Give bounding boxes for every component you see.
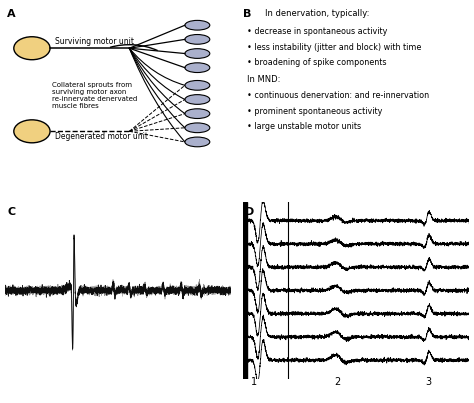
FancyArrowPatch shape (129, 48, 185, 114)
Text: Collateral sprouts from
surviving motor axon
re-innervate denervated
muscle fibr: Collateral sprouts from surviving motor … (52, 82, 137, 109)
Ellipse shape (185, 95, 210, 104)
Bar (243, 202, 247, 379)
Ellipse shape (185, 109, 210, 118)
Text: • continuous denervation: and re-innervation: • continuous denervation: and re-innerva… (247, 91, 429, 100)
FancyArrowPatch shape (129, 48, 185, 142)
Ellipse shape (14, 37, 50, 60)
Ellipse shape (185, 63, 210, 73)
Text: • large unstable motor units: • large unstable motor units (247, 122, 361, 131)
Ellipse shape (185, 137, 210, 147)
Text: • broadening of spike components: • broadening of spike components (247, 58, 387, 67)
Ellipse shape (185, 21, 210, 30)
Text: • decrease in spontaneous activity: • decrease in spontaneous activity (247, 27, 388, 36)
FancyArrowPatch shape (129, 48, 185, 128)
Text: C: C (7, 207, 15, 217)
Text: Surviving motor unit: Surviving motor unit (55, 37, 134, 46)
Text: 3: 3 (425, 377, 431, 387)
Text: 1: 1 (251, 377, 257, 387)
Text: B: B (243, 9, 251, 19)
Text: In MND:: In MND: (247, 75, 281, 85)
Text: D: D (245, 207, 254, 217)
FancyArrowPatch shape (129, 48, 185, 100)
Text: A: A (7, 9, 16, 19)
Text: 2: 2 (335, 377, 341, 387)
Ellipse shape (14, 120, 50, 143)
Ellipse shape (185, 35, 210, 44)
Text: • less instability (jitter and block) with time: • less instability (jitter and block) wi… (247, 43, 421, 52)
Text: Degenerated motor unit: Degenerated motor unit (55, 132, 147, 141)
Ellipse shape (185, 49, 210, 58)
Text: In denervation, typically:: In denervation, typically: (265, 9, 370, 18)
Ellipse shape (185, 123, 210, 133)
Ellipse shape (185, 81, 210, 90)
FancyArrowPatch shape (129, 48, 185, 85)
Text: • prominent spontaneous activity: • prominent spontaneous activity (247, 106, 383, 116)
